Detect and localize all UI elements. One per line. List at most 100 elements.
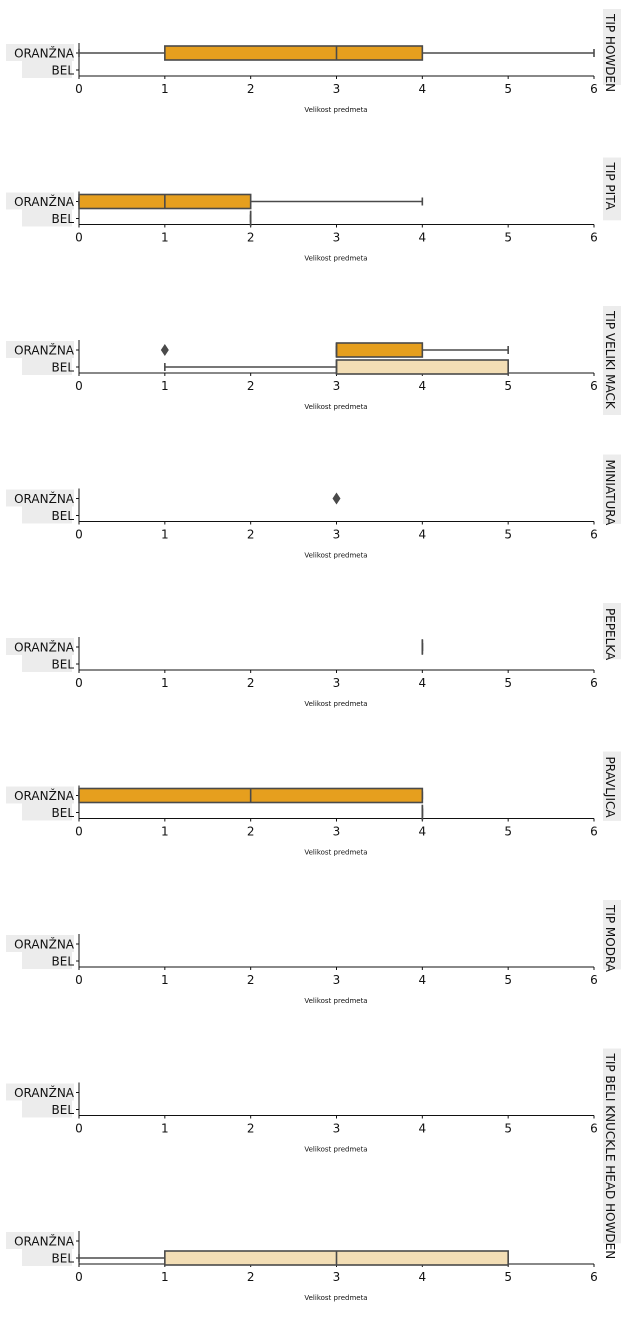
x-tick-label: 0 <box>75 973 83 987</box>
x-tick-label: 6 <box>590 528 598 542</box>
subplot-title-bg <box>603 306 621 415</box>
x-tick-label: 6 <box>590 676 598 690</box>
outlier-marker <box>332 492 341 505</box>
x-tick-label: 5 <box>504 231 512 245</box>
x-tick-label: 1 <box>161 825 169 839</box>
category-label: ORANŽNA <box>14 1085 75 1100</box>
subplot-title-bg <box>603 900 621 970</box>
category-label-bg <box>22 61 72 78</box>
category-label: ORANŽNA <box>14 1234 75 1249</box>
category-label: BEL <box>52 806 75 820</box>
x-axis-label: Velikost predmeta <box>304 403 367 411</box>
subplot-title: TIP HOWDEN <box>603 13 617 92</box>
box-oranzna <box>335 342 424 358</box>
x-tick-label: 4 <box>419 1270 427 1284</box>
category-label: ORANŽNA <box>14 194 75 209</box>
category-label-bg <box>6 786 74 804</box>
category-label-bg <box>6 44 74 61</box>
category-label: BEL <box>52 509 75 523</box>
subplot-title: TIP MODRA <box>603 904 617 973</box>
x-tick-label: 6 <box>590 1270 598 1284</box>
subplot-title-bg <box>603 454 621 524</box>
x-tick-label: 0 <box>75 1270 83 1284</box>
x-tick-label: 2 <box>247 1122 255 1136</box>
x-tick-label: 3 <box>333 825 341 839</box>
category-label: ORANŽNA <box>14 491 75 506</box>
category-label: ORANŽNA <box>14 46 75 61</box>
category-label-bg <box>22 1249 72 1266</box>
x-tick-label: 5 <box>504 82 512 96</box>
x-tick-label: 5 <box>504 973 512 987</box>
x-tick-label: 2 <box>247 231 255 245</box>
x-tick-label: 3 <box>333 231 341 245</box>
category-label: ORANŽNA <box>14 640 75 655</box>
category-label-bg <box>22 655 72 672</box>
x-tick-label: 4 <box>419 973 427 987</box>
category-label-bg <box>6 192 74 210</box>
subplot-title: TIP PITA <box>603 162 617 211</box>
category-label: ORANŽNA <box>14 937 75 952</box>
x-axis-label: Velikost predmeta <box>304 849 367 857</box>
x-tick-label: 1 <box>161 1270 169 1284</box>
x-tick-label: 4 <box>419 528 427 542</box>
category-label-bg <box>22 803 72 821</box>
category-label: BEL <box>52 64 75 78</box>
subplot-title-bg <box>603 603 621 660</box>
x-tick-label: 6 <box>590 825 598 839</box>
x-tick-label: 2 <box>247 82 255 96</box>
x-tick-label: 1 <box>161 379 169 393</box>
category-label: BEL <box>52 955 75 969</box>
box-bel <box>335 359 509 375</box>
x-tick-label: 2 <box>247 379 255 393</box>
subplot-title-bg <box>603 157 621 221</box>
subplot-title-bg <box>603 1048 621 1244</box>
x-tick-label: 3 <box>333 676 341 690</box>
x-tick-label: 2 <box>247 528 255 542</box>
x-tick-label: 3 <box>333 82 341 96</box>
x-axis-label: Velikost predmeta <box>304 255 367 263</box>
x-tick-label: 3 <box>333 1122 341 1136</box>
x-axis-label: Velikost predmeta <box>304 1146 367 1154</box>
x-tick-label: 4 <box>419 676 427 690</box>
x-tick-label: 6 <box>590 82 598 96</box>
x-tick-label: 2 <box>247 973 255 987</box>
category-label: BEL <box>52 658 75 672</box>
subplot-title: MINIATURA <box>603 460 617 527</box>
category-label: ORANŽNA <box>14 343 75 358</box>
x-tick-label: 0 <box>75 231 83 245</box>
x-tick-label: 5 <box>504 379 512 393</box>
x-tick-label: 4 <box>419 82 427 96</box>
x-axis-label: Velikost predmeta <box>304 700 367 708</box>
x-tick-label: 6 <box>590 1122 598 1136</box>
category-label: BEL <box>52 361 75 375</box>
x-tick-label: 3 <box>333 528 341 542</box>
x-axis-label: Velikost predmeta <box>304 106 367 114</box>
category-label: ORANŽNA <box>14 788 75 803</box>
category-label: BEL <box>52 1252 75 1266</box>
x-tick-label: 5 <box>504 528 512 542</box>
x-tick-label: 5 <box>504 1122 512 1136</box>
x-tick-label: 6 <box>590 379 598 393</box>
category-label: BEL <box>52 212 75 226</box>
category-label-bg <box>6 341 74 358</box>
x-tick-label: 6 <box>590 973 598 987</box>
x-tick-label: 2 <box>247 676 255 690</box>
category-label-bg <box>22 1100 72 1118</box>
x-tick-label: 6 <box>590 231 598 245</box>
subplot-title-bg <box>603 751 621 821</box>
category-label-bg <box>22 506 72 524</box>
x-tick-label: 2 <box>247 1270 255 1284</box>
x-tick-label: 3 <box>333 973 341 987</box>
category-label-bg <box>6 638 74 655</box>
x-tick-label: 1 <box>161 973 169 987</box>
x-tick-label: 0 <box>75 82 83 96</box>
category-label-bg <box>22 358 72 375</box>
